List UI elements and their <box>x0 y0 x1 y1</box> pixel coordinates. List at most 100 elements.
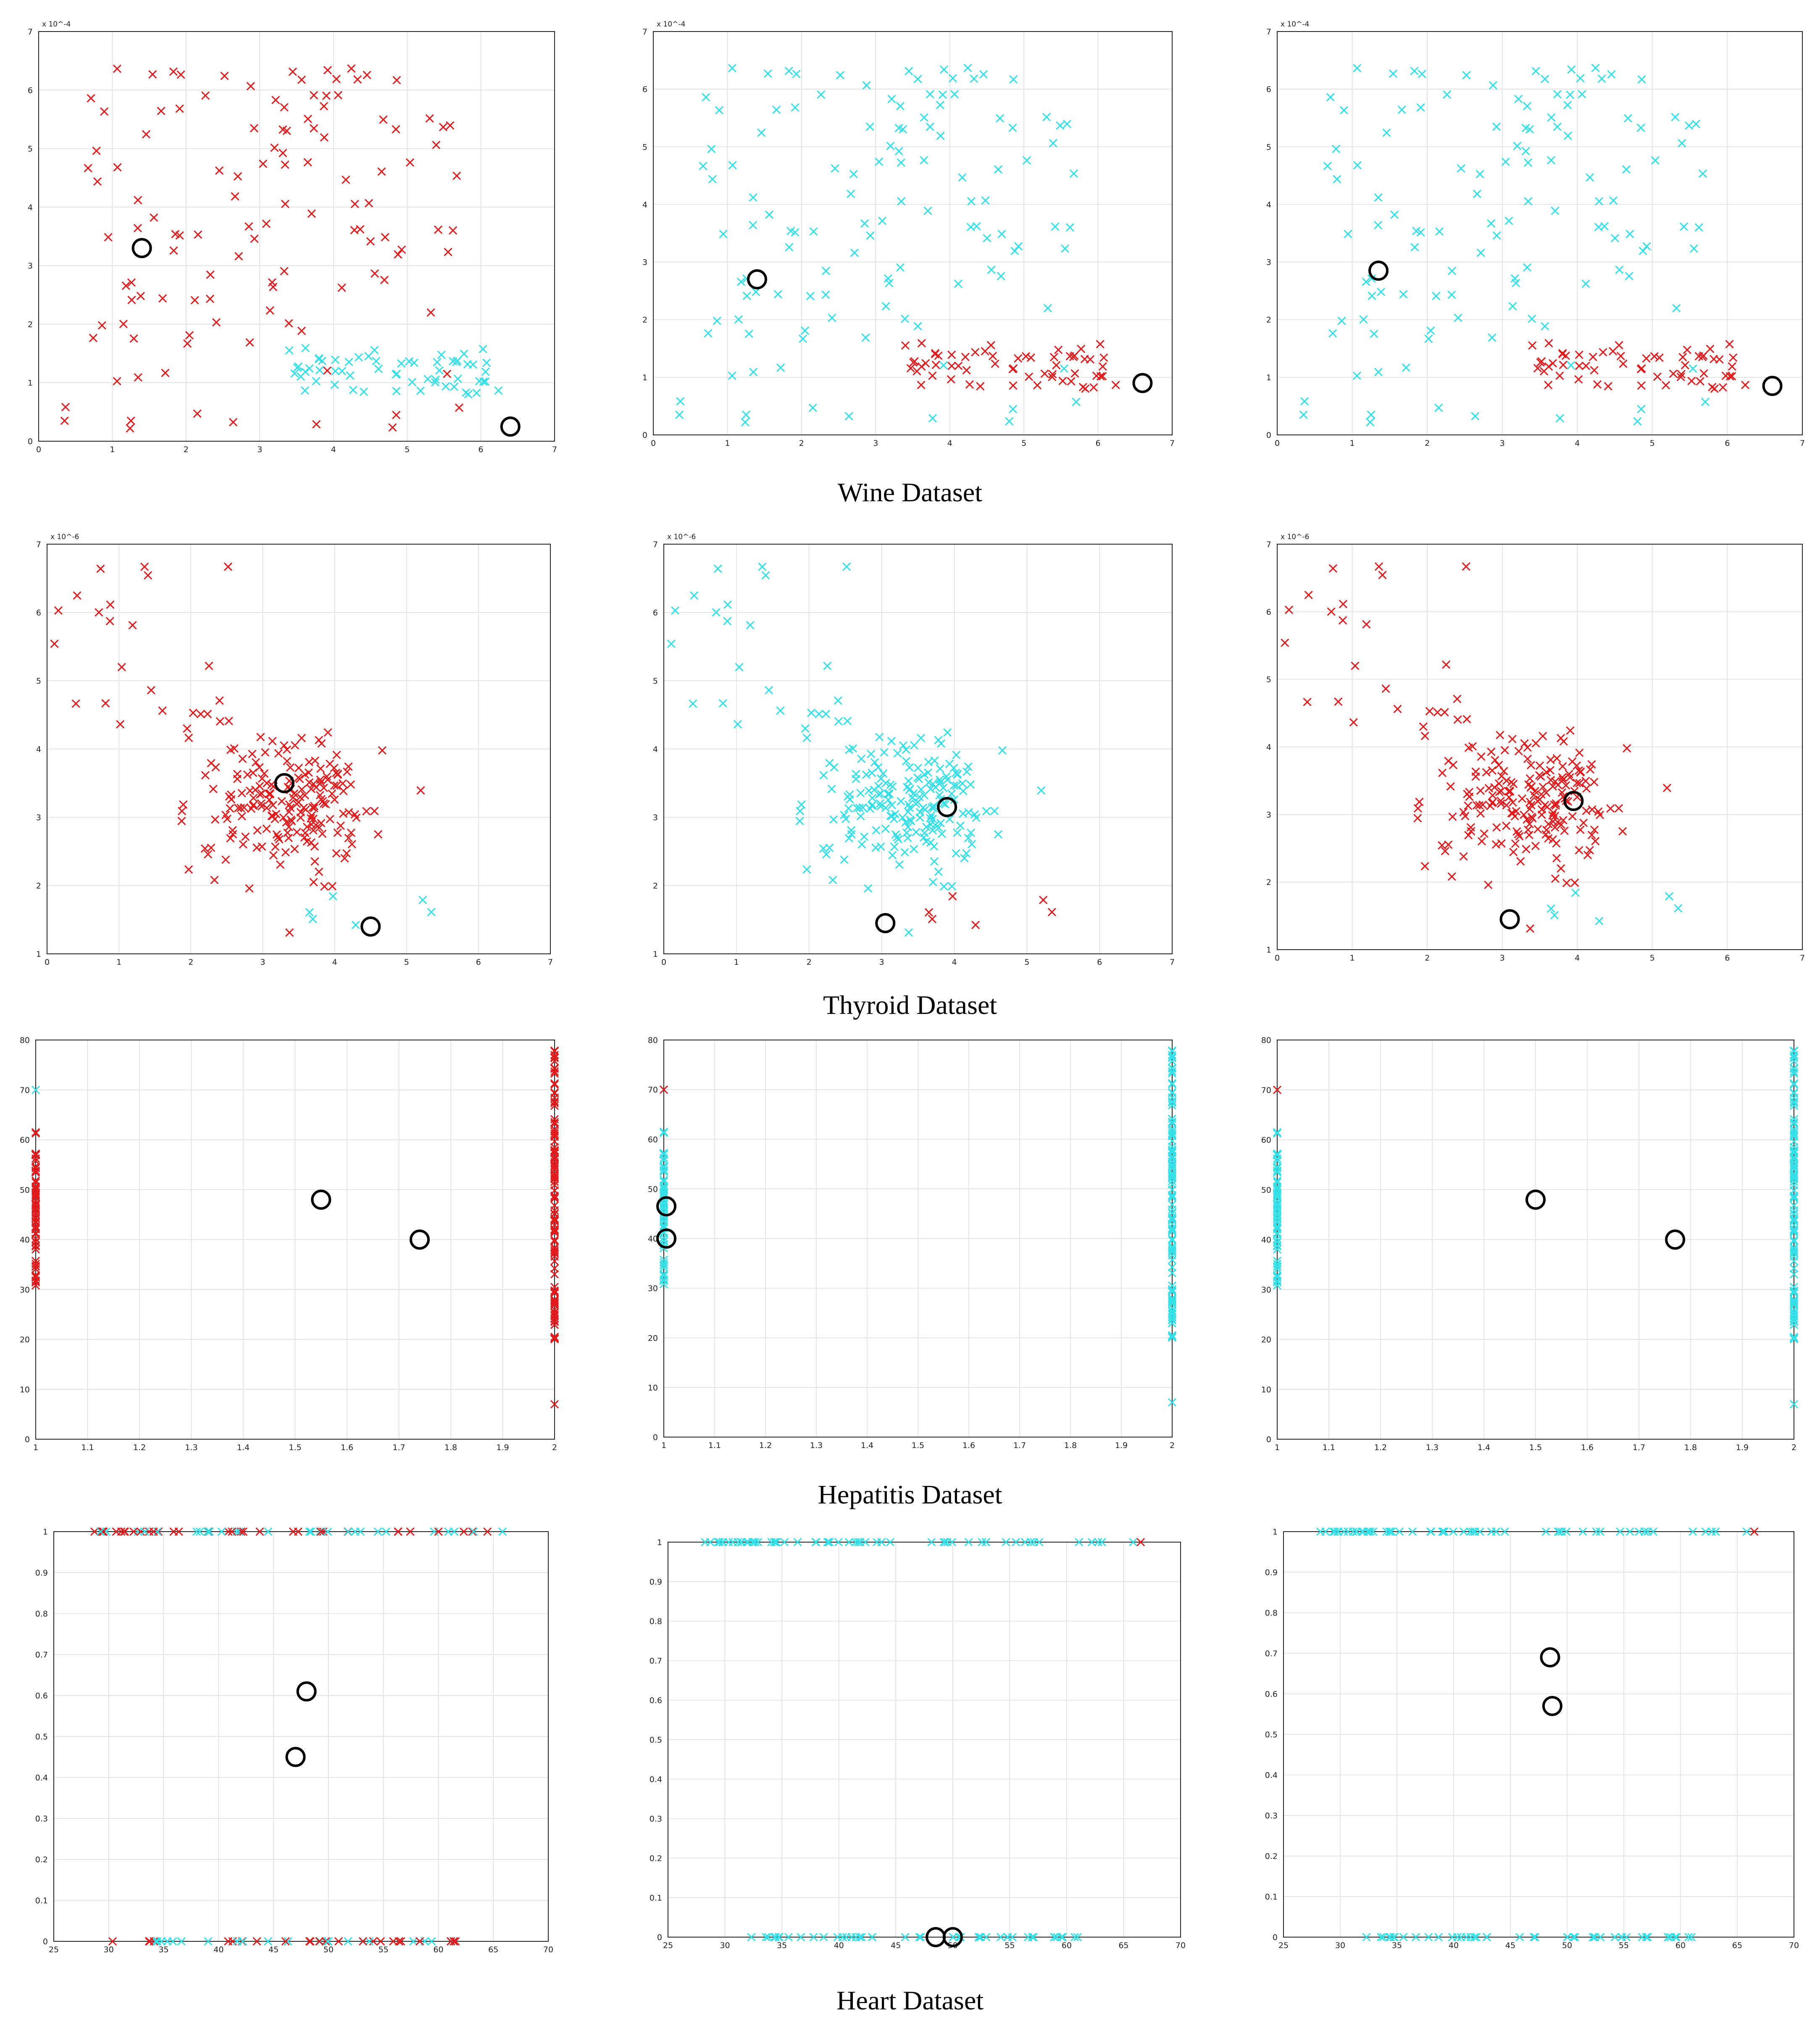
data-point-class-a <box>305 1937 314 1946</box>
data-point-class-b <box>856 812 865 821</box>
data-point-class-b <box>481 377 490 386</box>
data-point-class-a <box>127 278 136 287</box>
data-point-class-b <box>300 386 309 395</box>
data-point-class-b <box>822 850 831 859</box>
y-tick-label: 4 <box>653 745 658 754</box>
data-point-class-b <box>1037 786 1046 795</box>
y-tick-label: 0.5 <box>650 1735 662 1745</box>
data-point-class-a <box>1502 776 1511 785</box>
data-point-class-b <box>1168 1316 1177 1325</box>
data-point-class-b <box>963 63 972 72</box>
data-point-class-b <box>791 103 800 112</box>
data-point-class-b <box>345 358 353 366</box>
data-point-class-b <box>865 122 874 131</box>
data-point-class-b <box>1168 1245 1177 1253</box>
data-point-class-a <box>283 828 292 837</box>
data-point-class-b <box>1321 1527 1330 1536</box>
y-tick-label: 1 <box>43 1527 48 1537</box>
data-point-class-b <box>941 800 950 808</box>
data-point-class-b <box>1789 1093 1799 1102</box>
data-point-class-b <box>1029 1932 1038 1942</box>
y-tick-label: 0.2 <box>1265 1852 1278 1861</box>
data-point-class-a <box>134 373 142 382</box>
data-point-class-a <box>1533 364 1542 373</box>
data-point-class-b <box>416 386 425 395</box>
data-point-class-b <box>1366 1527 1375 1536</box>
data-point-class-b <box>1273 1128 1282 1137</box>
x-tick-label: 1.1 <box>81 1443 94 1452</box>
data-point-class-b <box>758 562 767 571</box>
data-point-class-b <box>829 815 838 824</box>
x-tick-label: 1.5 <box>289 1443 301 1452</box>
x-tick-label: 35 <box>1392 1941 1402 1950</box>
y-tick-label: 6 <box>28 86 33 95</box>
data-point-class-b <box>855 803 864 812</box>
data-point-class-b <box>930 756 939 765</box>
data-point-class-b <box>676 397 685 405</box>
data-point-class-a <box>323 775 332 784</box>
data-point-class-b <box>195 1527 204 1536</box>
data-point-class-b <box>1051 222 1060 231</box>
data-point-class-a <box>1615 804 1623 813</box>
data-point-class-a <box>550 1287 559 1296</box>
data-point-class-a <box>370 807 379 816</box>
data-point-class-a <box>31 1185 40 1195</box>
data-point-class-b <box>972 222 981 231</box>
data-point-class-a <box>921 359 930 368</box>
data-point-class-b <box>337 367 347 376</box>
y-tick-label: 40 <box>648 1235 658 1244</box>
data-point-class-a <box>1462 715 1471 724</box>
data-point-class-a <box>209 785 218 793</box>
data-point-class-a <box>947 350 956 359</box>
data-point-class-a <box>1464 801 1473 810</box>
data-point-class-a <box>205 295 214 303</box>
data-point-class-a <box>1559 361 1568 369</box>
data-point-class-a <box>931 361 940 369</box>
data-point-class-a <box>1497 799 1505 808</box>
data-point-class-b <box>918 803 928 812</box>
data-point-class-b <box>1637 75 1646 84</box>
data-point-class-b <box>1529 1932 1538 1942</box>
data-point-class-a <box>1475 801 1484 810</box>
y-tick-label: 0.5 <box>1265 1730 1278 1740</box>
data-point-class-a <box>318 829 327 838</box>
data-point-class-a <box>221 855 230 864</box>
data-point-class-a <box>369 1937 378 1946</box>
data-point-class-b <box>1168 1227 1177 1236</box>
data-point-class-a <box>550 1217 559 1226</box>
data-point-class-a <box>245 222 253 231</box>
data-point-class-b <box>1789 1053 1799 1063</box>
data-point-class-b <box>812 1538 821 1547</box>
data-point-class-a <box>1039 895 1048 904</box>
data-point-class-a <box>310 857 319 866</box>
data-point-class-b <box>1412 226 1421 235</box>
data-point-class-b <box>990 807 999 816</box>
data-point-class-b <box>1168 1307 1177 1316</box>
data-point-class-b <box>744 1538 752 1547</box>
y-tick-label: 4 <box>1266 200 1271 209</box>
data-point-class-a <box>316 764 325 773</box>
row-label-thyroid: Thyroid Dataset <box>823 990 997 1020</box>
data-point-class-a <box>261 748 270 757</box>
data-point-class-b <box>1353 64 1362 73</box>
data-point-class-b <box>168 1937 177 1946</box>
data-point-class-b <box>876 799 884 808</box>
data-point-class-a <box>1375 562 1383 571</box>
y-tick-label: 60 <box>20 1136 30 1145</box>
row-label-heart: Heart Dataset <box>836 1985 984 2015</box>
data-point-class-b <box>1273 1281 1282 1290</box>
row-label-hepatitis: Hepatitis Dataset <box>818 1480 1002 1509</box>
data-point-class-a <box>1642 354 1651 363</box>
data-point-class-a <box>1303 698 1312 706</box>
data-point-class-a <box>1058 376 1067 385</box>
data-point-class-a <box>1040 369 1049 378</box>
data-point-class-b <box>1610 234 1620 242</box>
data-point-class-b <box>1332 145 1341 153</box>
data-point-class-b <box>852 774 860 783</box>
y-tick-label: 2 <box>1266 878 1271 887</box>
data-point-class-b <box>1562 1527 1571 1536</box>
data-point-class-a <box>550 1097 559 1106</box>
data-point-class-a <box>297 734 306 742</box>
scatter-panel-8: 1 1.1 1.2 1.3 1.4 1.5 1.6 1.7 1.8 1.9 201020304050… <box>648 1036 1177 1450</box>
